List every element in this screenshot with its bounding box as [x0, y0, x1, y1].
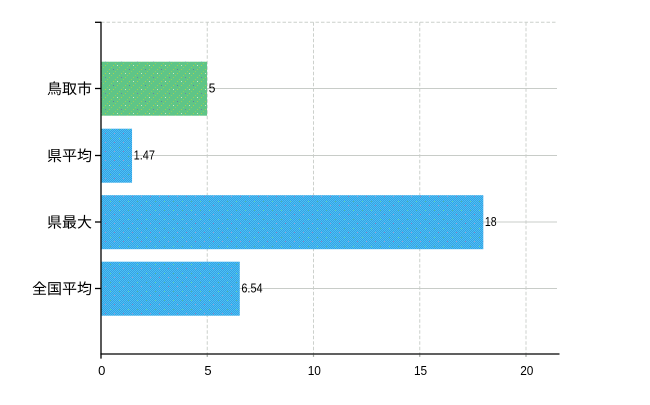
svg-text:20: 20 [520, 363, 533, 378]
svg-text:5: 5 [209, 81, 216, 96]
svg-text:0: 0 [98, 363, 105, 378]
svg-text:15: 15 [414, 363, 427, 378]
svg-text:6.54: 6.54 [241, 281, 262, 296]
svg-text:1.47: 1.47 [134, 148, 155, 163]
svg-text:18: 18 [485, 214, 497, 229]
svg-text:5: 5 [204, 363, 211, 378]
svg-text:10: 10 [308, 363, 321, 378]
